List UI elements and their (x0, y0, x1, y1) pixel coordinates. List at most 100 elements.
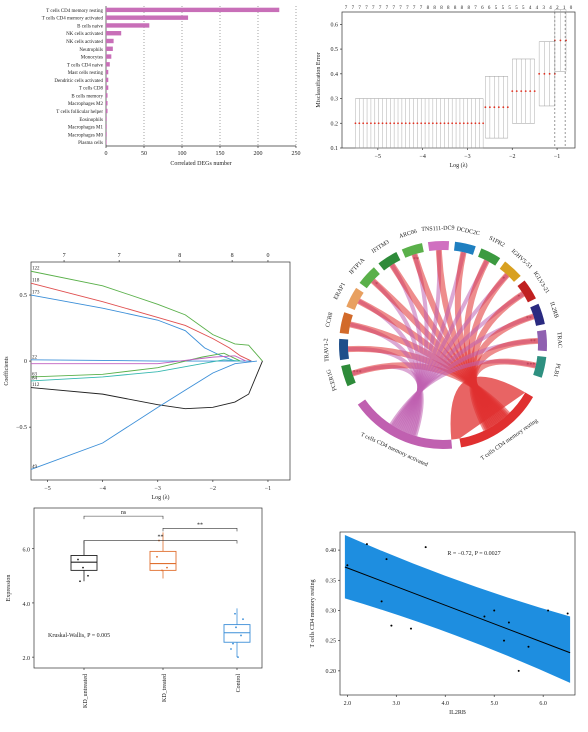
top-df-label: 5 (502, 6, 505, 11)
gene-sector (346, 287, 364, 310)
gene-sector (339, 312, 353, 334)
mean-point (431, 122, 434, 125)
chord-ribbon (450, 376, 526, 440)
category-label: NK cells activated (66, 32, 103, 37)
mean-point (381, 122, 384, 125)
data-point (77, 558, 79, 561)
mean-point (466, 122, 469, 125)
data-point (242, 618, 244, 621)
y-tick-label: 0.40 (326, 548, 337, 554)
mean-point (459, 122, 461, 125)
x-axis-title: Log (λ) (449, 162, 467, 169)
mean-point (362, 122, 365, 125)
top-df-label: 0 (570, 6, 573, 11)
top-df-label: 4 (529, 6, 532, 11)
gene-label: TNS111-DC9 (421, 225, 454, 232)
plot-frame (339, 531, 576, 696)
mean-point (455, 122, 457, 125)
cell-sector (459, 392, 534, 448)
comparison-bracket (83, 540, 238, 544)
mean-point (404, 122, 407, 125)
gene-sector (341, 364, 356, 387)
top-df-label: 6 (481, 6, 484, 11)
y-tick-label: −0.5 (16, 425, 27, 431)
top-df-label: 7 (358, 6, 361, 11)
coefficient-path (30, 359, 241, 382)
mean-point (478, 122, 481, 125)
top-df-label: 5 (495, 6, 498, 11)
x-tick-label: −4 (99, 486, 105, 492)
bar (106, 85, 109, 90)
mean-point (358, 122, 361, 125)
data-point (385, 558, 388, 561)
mean-point (443, 122, 446, 125)
mean-point (488, 106, 491, 109)
mean-point (520, 90, 523, 93)
bar (106, 93, 108, 98)
category-label: Macrophages M1 (68, 126, 104, 131)
mean-point (484, 106, 487, 109)
gene-sector (517, 280, 536, 303)
x-tick-label: 50 (141, 151, 147, 157)
x-tick-label: 4.0 (442, 701, 450, 707)
category-label: Macrophages M0 (68, 133, 104, 138)
gene-label: S1PR2 (488, 236, 506, 249)
x-tick-label: −2 (210, 486, 216, 492)
y-tick-label: 0.25 (326, 639, 337, 645)
y-tick-label: 0.1 (331, 146, 339, 152)
regression-line (344, 566, 571, 654)
path-label: 84 (32, 376, 38, 381)
x-tick-label: KD_treated (162, 674, 168, 702)
top-df-label: 5 (508, 6, 511, 11)
y-tick-label: 6.0 (23, 548, 31, 554)
mean-point (400, 122, 403, 125)
x-tick-label: 0 (105, 151, 108, 157)
mean-point (428, 122, 430, 125)
top-df-label: 0 (266, 253, 269, 259)
mean-point (462, 122, 465, 125)
gene-label: PLB1 (552, 363, 561, 378)
category-label: B cells memory (71, 94, 103, 99)
data-point (240, 634, 242, 637)
mean-point (393, 122, 396, 125)
x-axis-title: IL2RB (449, 710, 466, 716)
gene-sector (533, 356, 547, 378)
top-df-label: 7 (386, 6, 389, 11)
gene-label: ARC06 (398, 229, 417, 240)
gene-label: CCR8 (325, 312, 334, 328)
top-df-label: 7 (379, 6, 382, 11)
gene-sector (359, 267, 380, 289)
category-label: Monocytes (81, 56, 103, 61)
x-tick-label: KD_untreated (83, 674, 89, 708)
category-label: Neutrophils (79, 48, 103, 53)
x-tick-label: 100 (178, 151, 187, 157)
mean-point (515, 90, 518, 93)
panel-correlation-scatter: 2.0 3.0 4.0 5.0 6.0 0.20 0.25 0.30 0.35 0.40 R = −… (310, 531, 576, 716)
data-point (409, 627, 412, 630)
mean-point (424, 122, 426, 125)
top-df-label: 5 (522, 6, 525, 11)
top-df-label: 7 (345, 6, 348, 11)
bar (106, 139, 107, 145)
box (70, 555, 98, 571)
top-df-label: 7 (372, 6, 375, 11)
mean-point (511, 90, 514, 93)
mean-point (385, 122, 388, 125)
coefficient-path (30, 270, 263, 362)
gene-label: TRAV1-2 (324, 338, 331, 362)
path-label: 49 (32, 465, 38, 470)
top-df-label: 7 (413, 6, 416, 11)
mean-point (370, 122, 372, 125)
gene-sector (401, 243, 424, 258)
data-point (483, 615, 486, 618)
gene-sector (499, 261, 521, 282)
category-label: NK cells activated (66, 40, 103, 45)
data-point (493, 609, 496, 612)
coefficient-path (31, 355, 247, 365)
mean-point (497, 106, 500, 109)
data-point (566, 612, 569, 615)
data-point (365, 543, 368, 546)
mean-point (506, 106, 509, 109)
bar (106, 108, 108, 114)
